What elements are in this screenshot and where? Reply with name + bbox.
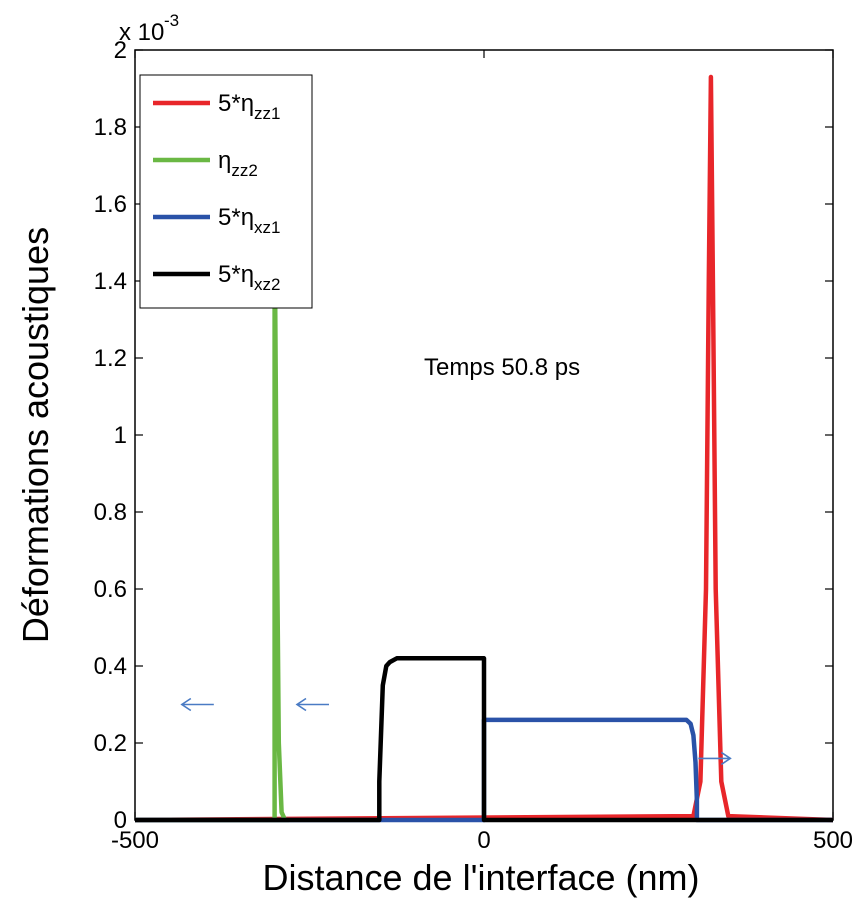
y-tick-label: 0: [114, 807, 127, 834]
legend-box: [139, 74, 313, 309]
y-tick-label: 1.6: [94, 191, 127, 218]
y-ticks: 0 0.2 0.4 0.6 0.8 1 1.2 1.4 1.6 1.8 2: [94, 37, 833, 834]
y-tick-label: 0.8: [94, 499, 127, 526]
y-exponent-base: x 10: [119, 19, 164, 46]
direction-arrow: [698, 751, 732, 766]
legend-label-subscript: xz2: [254, 275, 280, 294]
y-axis-title: Déformations acoustiques: [15, 227, 56, 643]
y-tick-label: 0.2: [94, 730, 127, 757]
y-tick-label: 1.8: [94, 114, 127, 141]
y-tick-label: 1: [114, 422, 127, 449]
x-axis-title: Distance de l'interface (nm): [262, 857, 699, 898]
y-exponent-power: -3: [164, 11, 179, 30]
y-tick-label: 1.4: [94, 268, 127, 295]
legend-label-subscript: xz1: [254, 218, 280, 237]
series-line: [135, 656, 833, 823]
legend-label-subscript: zz1: [254, 104, 280, 123]
y-tick-label: 0.6: [94, 576, 127, 603]
legend-label-subscript: zz2: [231, 161, 257, 180]
direction-arrow: [295, 697, 329, 712]
annotation-time: Temps 50.8 ps: [424, 354, 580, 381]
series-lines: [134, 74, 834, 823]
direction-arrows: [180, 697, 732, 766]
y-tick-label: 2: [114, 37, 127, 64]
direction-arrow: [180, 697, 214, 712]
x-tick-label: 500: [813, 827, 853, 854]
y-tick-label: 1.2: [94, 345, 127, 372]
x-tick-label: 0: [477, 827, 490, 854]
x-tick-label: -500: [111, 827, 159, 854]
x-ticks: -500 0 500: [111, 50, 853, 854]
y-tick-label: 0.4: [94, 653, 127, 680]
